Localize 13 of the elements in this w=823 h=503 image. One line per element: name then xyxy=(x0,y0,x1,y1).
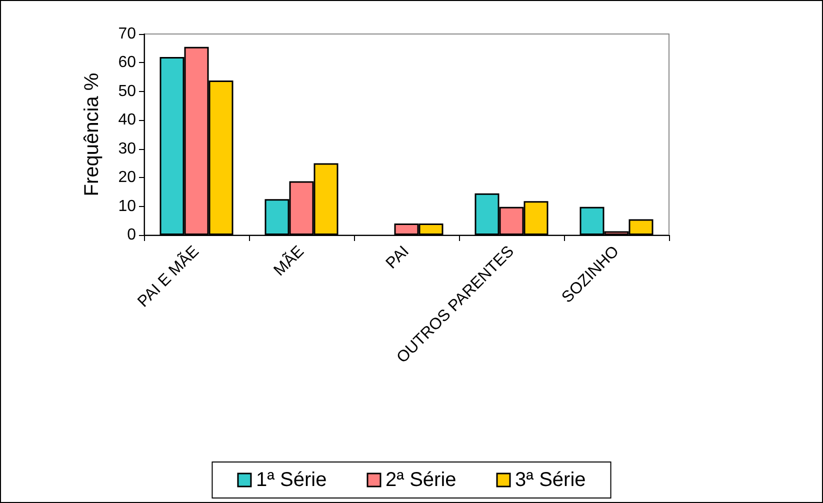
y-tick-label: 20 xyxy=(118,169,136,186)
x-tick-label: PAI xyxy=(383,242,413,272)
legend-label: 1ª Série xyxy=(256,469,327,491)
y-tick-label: 40 xyxy=(118,112,136,129)
y-tick-label: 30 xyxy=(118,140,136,158)
y-tick-label: 50 xyxy=(118,82,136,100)
y-tick-label: 60 xyxy=(118,54,136,72)
y-tick-label: 70 xyxy=(118,26,136,42)
legend-label: 3ª Série xyxy=(515,469,586,491)
y-tick-label: 10 xyxy=(118,198,136,215)
y-axis-title: Frequência % xyxy=(81,72,103,196)
y-tick-label: 0 xyxy=(127,226,136,244)
legend-label: 2ª Série xyxy=(385,469,456,491)
